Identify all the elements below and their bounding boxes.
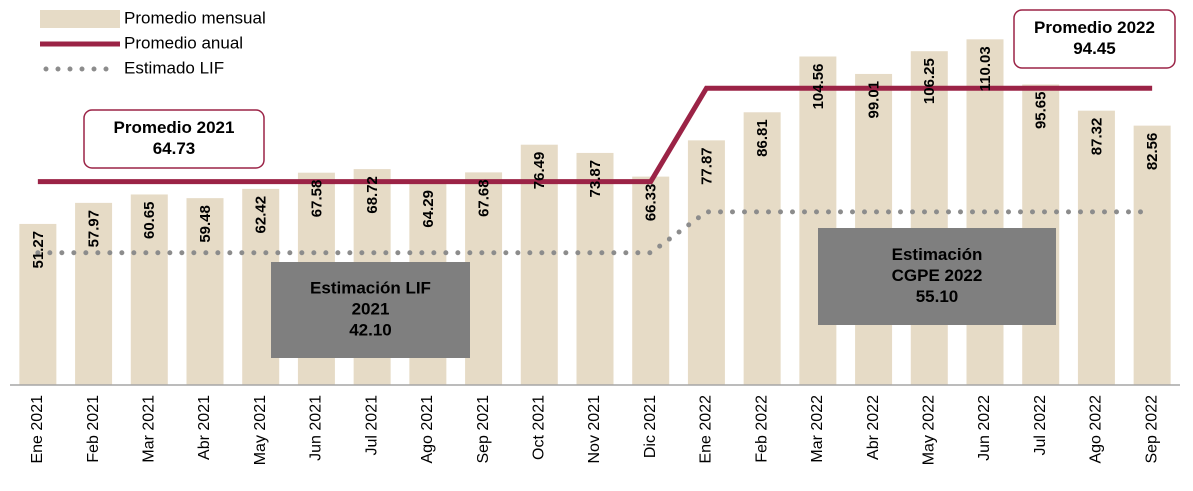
annotation-text: Estimación <box>892 245 983 264</box>
data-label: 95.65 <box>1033 91 1050 129</box>
bar <box>743 112 781 386</box>
data-label: 57.97 <box>86 210 103 248</box>
x-tick-label: Sep 2022 <box>1143 395 1160 464</box>
bar <box>1133 125 1171 386</box>
x-tick-label: Ene 2021 <box>29 395 46 464</box>
data-label: 87.32 <box>1088 118 1105 156</box>
data-label: 67.68 <box>476 179 493 217</box>
bar <box>186 198 224 385</box>
data-label: 51.27 <box>30 231 47 269</box>
bar <box>465 172 503 385</box>
x-tick-label: Oct 2021 <box>531 395 548 460</box>
bar <box>799 56 837 386</box>
data-label: 67.58 <box>308 180 325 218</box>
x-tick-label: Jun 2021 <box>308 395 325 461</box>
annotation-value: 94.45 <box>1073 39 1116 58</box>
x-tick-label: Ago 2022 <box>1088 395 1105 464</box>
bar <box>1077 110 1115 385</box>
bar <box>576 152 614 385</box>
legend-swatch <box>40 10 120 28</box>
data-label: 59.48 <box>197 205 214 243</box>
data-label: 77.87 <box>698 147 715 185</box>
x-tick-label: Abr 2021 <box>196 395 213 460</box>
x-tick-label: Sep 2021 <box>475 395 492 464</box>
legend-label: Promedio mensual <box>124 8 266 27</box>
bar <box>520 144 558 385</box>
bar <box>75 202 113 385</box>
annotation-text: Promedio 2022 <box>1034 18 1155 37</box>
x-tick-label: Mar 2022 <box>809 395 826 463</box>
annotation-value: 55.10 <box>916 287 959 306</box>
data-label: 73.87 <box>587 160 604 198</box>
x-tick-label: Feb 2022 <box>753 395 770 463</box>
data-label: 76.49 <box>531 152 548 190</box>
x-tick-label: Mar 2021 <box>141 395 158 463</box>
data-label: 60.65 <box>141 201 158 239</box>
x-tick-label: May 2022 <box>921 395 938 465</box>
data-label: 86.81 <box>754 119 771 157</box>
data-label: 110.03 <box>977 46 994 91</box>
x-tick-label: Nov 2021 <box>586 395 603 464</box>
legend-label: Estimado LIF <box>124 58 224 77</box>
annotation-text: 2021 <box>352 299 390 318</box>
x-tick-label: Ago 2021 <box>419 395 436 464</box>
bar <box>687 140 725 385</box>
annotation-text: CGPE 2022 <box>892 266 983 285</box>
data-label: 82.56 <box>1144 133 1161 171</box>
annotation-value: 64.73 <box>153 139 196 158</box>
x-tick-label: Dic 2021 <box>642 395 659 458</box>
x-tick-label: Abr 2022 <box>865 395 882 460</box>
data-label: 99.01 <box>866 81 883 119</box>
x-tick-label: Jul 2021 <box>363 395 380 456</box>
x-tick-label: Ene 2022 <box>698 395 715 464</box>
legend-label: Promedio anual <box>124 33 243 52</box>
annotation-value: 42.10 <box>349 320 392 339</box>
data-label: 62.42 <box>253 196 270 234</box>
data-label: 64.29 <box>420 190 437 228</box>
annotation-box <box>83 109 265 169</box>
annotation-box <box>271 262 470 358</box>
data-label: 104.56 <box>810 64 827 110</box>
annotation-box <box>1013 9 1176 69</box>
data-label: 106.25 <box>921 58 938 104</box>
data-label: 68.72 <box>364 176 381 214</box>
x-tick-label: Jun 2022 <box>976 395 993 461</box>
annotation-text: Estimación LIF <box>310 278 431 297</box>
annotation-text: Promedio 2021 <box>114 118 235 137</box>
annotation-box <box>818 228 1056 325</box>
line-series <box>37 85 1153 185</box>
x-tick-label: Jul 2022 <box>1032 395 1049 456</box>
x-tick-label: Feb 2021 <box>85 395 102 463</box>
bar <box>910 51 948 386</box>
x-tick-label: May 2021 <box>252 395 269 465</box>
bar <box>130 194 168 385</box>
data-label: 66.33 <box>643 184 660 222</box>
bar <box>632 176 670 385</box>
